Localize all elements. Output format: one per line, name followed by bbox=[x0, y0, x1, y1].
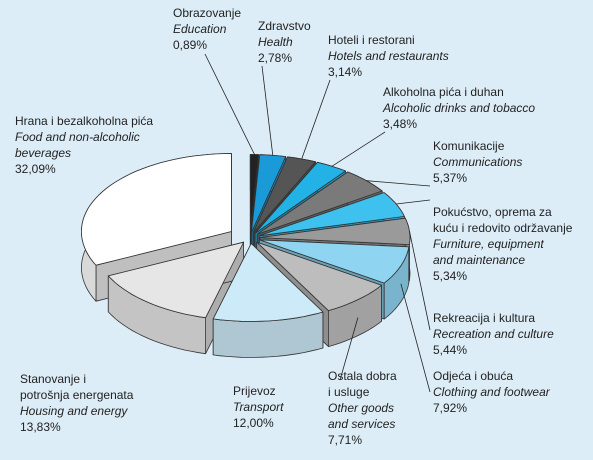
label-name-en: Housing and energy bbox=[20, 404, 128, 418]
label-name-en: Education bbox=[173, 22, 227, 36]
label-name: Obrazovanje bbox=[173, 6, 241, 20]
leader-line bbox=[301, 79, 331, 160]
leader-line bbox=[366, 180, 431, 187]
slice-top bbox=[258, 192, 405, 237]
label-name-en: Clothing and footwear bbox=[433, 385, 551, 399]
label-name-en: Communications bbox=[433, 155, 522, 169]
leader-line bbox=[409, 231, 431, 331]
label-name: Komunikacije bbox=[433, 139, 505, 153]
label-name-en: Recreation and culture bbox=[433, 327, 554, 341]
label-name: Alkoholna pića i duhan bbox=[383, 85, 504, 99]
leader-line bbox=[400, 283, 431, 393]
slice-top bbox=[107, 241, 244, 319]
value-label: 5,34% bbox=[433, 269, 467, 283]
label-name-en: Health bbox=[258, 35, 293, 49]
leader-line bbox=[204, 53, 255, 155]
label-name: Hrana i bezalkoholna pića bbox=[15, 114, 153, 128]
slice-top bbox=[81, 153, 232, 266]
label-name-en: and services bbox=[328, 417, 395, 431]
label-name: i usluge bbox=[328, 385, 370, 399]
value-label: 13,83% bbox=[20, 420, 61, 434]
label-name: Rekreacija i kultura bbox=[433, 311, 535, 325]
leader-line bbox=[396, 199, 431, 205]
slice-top bbox=[259, 239, 410, 284]
label-name-en: Hotels and restaurants bbox=[328, 49, 449, 63]
leader-line bbox=[331, 131, 386, 167]
value-label: 0,89% bbox=[173, 38, 207, 52]
label-name: Pokućstvo, oprema za bbox=[433, 205, 552, 219]
value-label: 2,78% bbox=[258, 51, 292, 65]
value-label: 3,14% bbox=[328, 65, 362, 79]
label-name: potrošnja energenata bbox=[20, 388, 134, 402]
leader-line bbox=[261, 65, 274, 156]
slice-top bbox=[259, 217, 411, 245]
value-label: 32,09% bbox=[15, 162, 56, 176]
slice-top bbox=[256, 171, 383, 235]
label-name: Odjeća i obuća bbox=[433, 369, 513, 383]
label-name-en: Transport bbox=[233, 400, 284, 414]
value-label: 7,71% bbox=[328, 433, 362, 447]
label-name: Hoteli i restorani bbox=[328, 33, 415, 47]
label-name-en: and maintenance bbox=[433, 253, 525, 267]
label-name: kuću i redovito održavanje bbox=[433, 221, 573, 235]
value-label: 5,44% bbox=[433, 343, 467, 357]
value-label: 3,48% bbox=[383, 117, 417, 131]
slice-top bbox=[212, 243, 324, 322]
label-name: Ostala dobra bbox=[328, 369, 397, 383]
label-name-en: beverages bbox=[15, 146, 71, 160]
slice bbox=[212, 243, 324, 358]
value-label: 5,37% bbox=[433, 171, 467, 185]
label-name-en: Furniture, equipment bbox=[433, 237, 544, 251]
label-name: Zdravstvo bbox=[258, 19, 311, 33]
label-name: Prijevoz bbox=[233, 384, 276, 398]
label-name-en: Alcoholic drinks and tobacco bbox=[382, 101, 535, 115]
value-label: 12,00% bbox=[233, 416, 274, 430]
label-name: Stanovanje i bbox=[20, 372, 86, 386]
slice-top bbox=[256, 241, 382, 311]
label-name-en: Other goods bbox=[328, 401, 394, 415]
leader-line bbox=[339, 317, 359, 381]
value-label: 7,92% bbox=[433, 401, 467, 415]
label-name-en: Food and non-alcoholic bbox=[15, 130, 140, 144]
